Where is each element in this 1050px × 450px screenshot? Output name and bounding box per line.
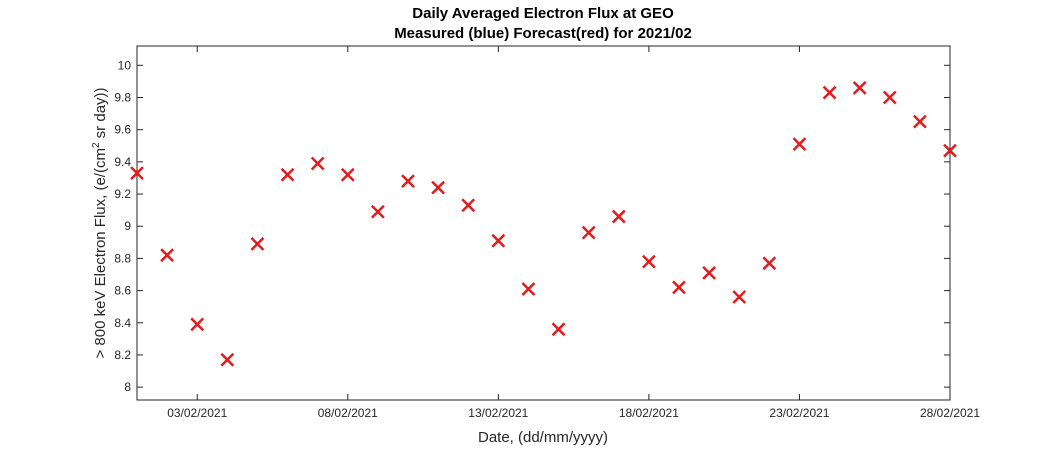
- data-point-marker: [882, 90, 897, 105]
- x-tick-label: 18/02/2021: [619, 406, 679, 420]
- chart-title: Daily Averaged Electron Flux at GEO: [412, 5, 674, 22]
- data-point-marker: [220, 352, 235, 367]
- data-point-marker: [491, 233, 506, 248]
- data-point-marker: [190, 317, 205, 332]
- y-tick-label: 9.6: [114, 123, 131, 137]
- x-tick-label: 13/02/2021: [468, 406, 528, 420]
- y-tick-label: 9.8: [114, 90, 131, 104]
- data-point-marker: [702, 265, 716, 280]
- y-tick-label: 8.4: [114, 316, 131, 330]
- chart-subtitle: Measured (blue) Forecast(red) for 2021/0…: [394, 25, 692, 42]
- x-tick-label: 08/02/2021: [318, 406, 378, 420]
- y-tick-label: 9.4: [114, 155, 131, 169]
- data-point-marker: [371, 204, 385, 219]
- data-point-marker: [310, 156, 325, 171]
- y-axis-label-suffix: sr day)): [92, 87, 109, 142]
- data-point-marker: [611, 209, 626, 224]
- data-point-marker: [762, 256, 777, 271]
- data-point-marker: [340, 167, 355, 182]
- data-point-marker: [160, 248, 174, 263]
- data-point-marker: [130, 166, 144, 181]
- y-tick-label: 8.2: [114, 348, 131, 362]
- data-point-marker: [431, 180, 445, 195]
- data-point-marker: [551, 322, 566, 337]
- data-point-marker: [792, 137, 807, 152]
- data-point-marker: [280, 167, 295, 182]
- x-tick-label: 03/02/2021: [167, 406, 227, 420]
- y-axis: 8 8.2 8.4 8.6 8.8 9 9.2 9.4 9.6 9.8 10: [114, 58, 950, 394]
- y-axis-label-superscript: 2: [91, 142, 102, 148]
- data-point-marker: [581, 225, 596, 240]
- y-tick-label: 8: [124, 380, 131, 394]
- x-tick-label: 23/02/2021: [769, 406, 829, 420]
- plot-area-frame: [136, 45, 951, 401]
- data-point-marker: [732, 290, 747, 304]
- data-point-marker: [852, 80, 867, 95]
- data-point-marker: [822, 85, 837, 100]
- y-tick-label: 9.2: [114, 187, 131, 201]
- data-point-marker: [401, 174, 415, 189]
- data-point-marker: [672, 280, 686, 295]
- y-tick-label: 8.8: [114, 251, 131, 265]
- data-point-marker: [943, 143, 957, 158]
- y-tick-label: 8.6: [114, 284, 131, 298]
- y-tick-label: 9: [124, 219, 131, 233]
- data-point-marker: [642, 254, 656, 269]
- data-point-marker: [250, 237, 265, 251]
- data-series: [130, 80, 957, 367]
- x-axis-label: Date, (dd/mm/yyyy): [478, 429, 608, 446]
- y-axis-label-prefix: > 800 keV Electron Flux, (e/(cm: [92, 148, 109, 359]
- data-point-marker: [521, 282, 536, 296]
- x-tick-label: 28/02/2021: [920, 406, 980, 420]
- x-axis: 03/02/2021 08/02/2021 13/02/2021 18/02/2021…: [167, 46, 980, 420]
- y-tick-label: 10: [118, 58, 132, 72]
- data-point-marker: [913, 114, 927, 129]
- y-axis-label: > 800 keV Electron Flux, (e/(cm2 sr day)…: [91, 87, 109, 358]
- data-point-marker: [461, 198, 476, 213]
